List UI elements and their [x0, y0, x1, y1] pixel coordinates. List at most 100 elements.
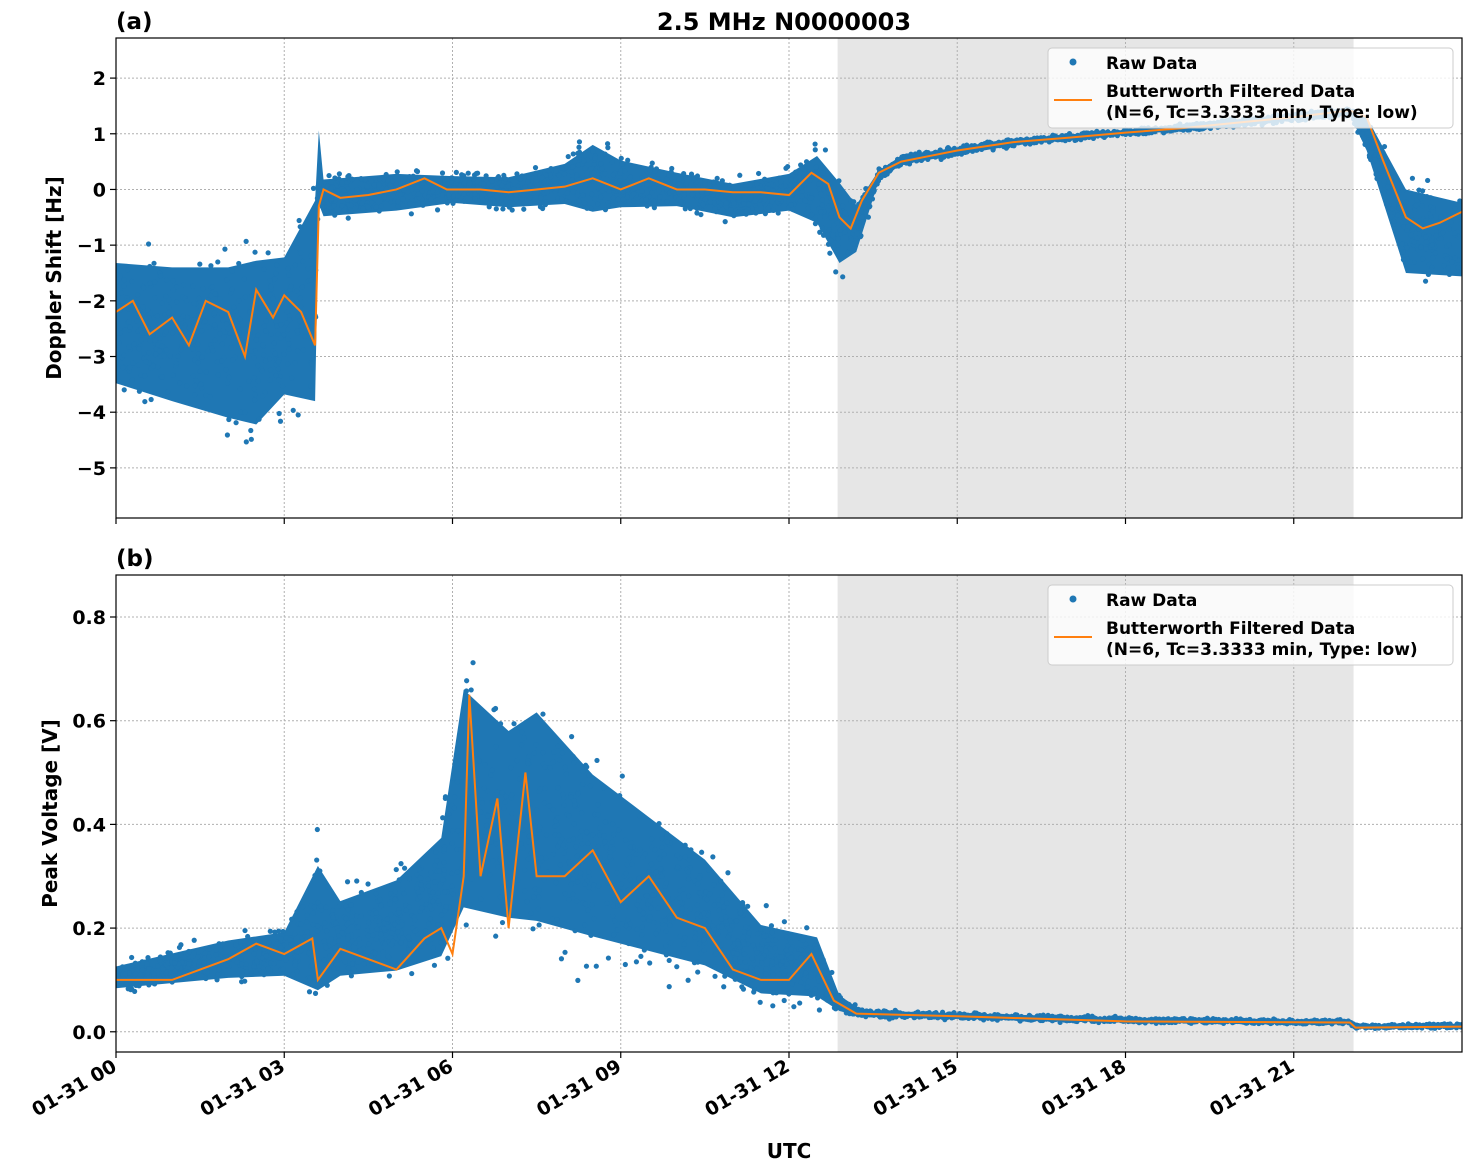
raw-data-point [210, 348, 215, 353]
raw-data-point [121, 353, 126, 358]
raw-data-point [311, 186, 316, 191]
raw-data-point [130, 377, 135, 382]
raw-data-point [278, 335, 283, 340]
raw-data-point [178, 347, 183, 352]
raw-data-point [519, 841, 524, 846]
raw-data-point [216, 372, 221, 377]
raw-data-point [611, 932, 616, 937]
raw-data-point [598, 195, 603, 200]
raw-data-point [504, 849, 509, 854]
raw-data-point [276, 366, 281, 371]
raw-data-point [575, 853, 580, 858]
raw-data-point [733, 957, 738, 962]
raw-data-point [822, 963, 827, 968]
y-tick-label: 0.0 [72, 1022, 106, 1044]
raw-data-point [764, 966, 769, 971]
raw-data-point [236, 261, 241, 266]
raw-data-point [220, 941, 225, 946]
raw-data-point [692, 935, 697, 940]
raw-data-point [412, 918, 417, 923]
raw-data-point [529, 911, 534, 916]
raw-data-point [430, 899, 435, 904]
raw-data-point [1424, 220, 1429, 225]
raw-data-point [155, 963, 160, 968]
raw-data-point [641, 916, 646, 921]
raw-data-point [322, 957, 327, 962]
raw-data-point [274, 263, 279, 268]
raw-data-point [820, 198, 825, 203]
raw-data-point [145, 308, 150, 313]
raw-data-point [722, 974, 727, 979]
raw-data-point [788, 178, 793, 183]
raw-data-point [170, 330, 175, 335]
raw-data-point [507, 200, 512, 205]
raw-data-point [220, 341, 225, 346]
raw-data-point [542, 786, 547, 791]
raw-data-point [798, 199, 803, 204]
raw-data-point [644, 182, 649, 187]
raw-data-point [276, 359, 281, 364]
raw-data-point [754, 950, 759, 955]
raw-data-point [553, 168, 558, 173]
raw-data-point [674, 964, 679, 969]
raw-data-point [1439, 236, 1444, 241]
raw-data-point [152, 295, 157, 300]
raw-data-point [493, 841, 498, 846]
raw-data-point [808, 975, 813, 980]
raw-data-point [357, 936, 362, 941]
raw-data-point [702, 948, 707, 953]
raw-data-point [1387, 190, 1392, 195]
raw-data-point [136, 362, 141, 367]
raw-data-point [253, 969, 258, 974]
raw-data-point [588, 933, 593, 938]
raw-data-point [566, 154, 571, 159]
raw-data-point [721, 984, 726, 989]
raw-data-point [215, 259, 220, 264]
raw-data-point [210, 284, 215, 289]
raw-data-point [158, 954, 163, 959]
raw-data-point [270, 296, 275, 301]
raw-data-point [330, 915, 335, 920]
raw-data-point [300, 904, 305, 909]
raw-data-point [225, 381, 230, 386]
raw-data-point [555, 785, 560, 790]
raw-data-point [445, 200, 450, 205]
raw-data-point [432, 879, 437, 884]
raw-data-point [804, 925, 809, 930]
raw-data-point [1377, 167, 1382, 172]
raw-data-point [377, 919, 382, 924]
raw-data-point [393, 897, 398, 902]
raw-data-point [437, 869, 442, 874]
raw-data-point [822, 214, 827, 219]
raw-data-point [449, 871, 454, 876]
raw-data-point [526, 174, 531, 179]
raw-data-point [147, 350, 152, 355]
raw-data-point [284, 320, 289, 325]
raw-data-point [164, 347, 169, 352]
raw-data-point [1057, 1014, 1062, 1019]
raw-data-point [129, 955, 134, 960]
raw-data-point [708, 200, 713, 205]
raw-data-point [701, 918, 706, 923]
raw-data-point [735, 951, 740, 956]
raw-data-point [520, 846, 525, 851]
raw-data-point [229, 287, 234, 292]
raw-data-point [571, 754, 576, 759]
raw-data-point [596, 844, 601, 849]
raw-data-point [293, 963, 298, 968]
raw-data-point [863, 210, 868, 215]
raw-data-point [252, 250, 257, 255]
raw-data-point [378, 932, 383, 937]
raw-data-point [619, 881, 624, 886]
raw-data-point [592, 860, 597, 865]
raw-data-point [451, 776, 456, 781]
raw-data-point [498, 721, 503, 726]
raw-data-point [286, 347, 291, 352]
raw-data-point [845, 250, 850, 255]
raw-data-point [589, 191, 594, 196]
raw-data-point [571, 760, 576, 765]
raw-data-point [141, 351, 146, 356]
raw-data-point [800, 938, 805, 943]
raw-data-point [151, 980, 156, 985]
raw-data-point [759, 206, 764, 211]
